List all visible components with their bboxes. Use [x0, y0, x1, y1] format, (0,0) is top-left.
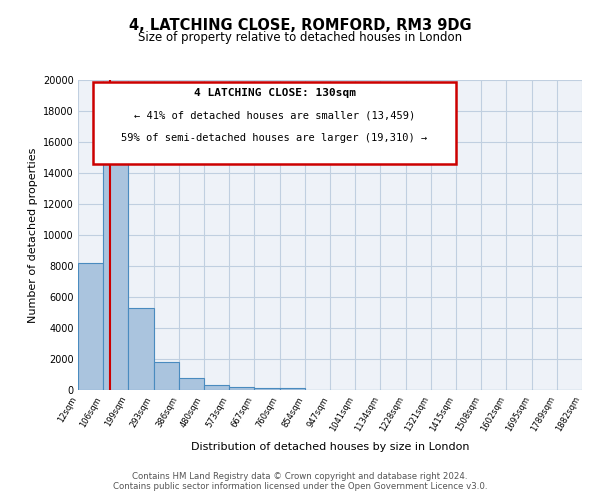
Bar — [229, 387, 254, 390]
FancyBboxPatch shape — [93, 82, 456, 164]
Bar — [103, 134, 128, 390]
Bar — [154, 362, 179, 390]
Bar — [204, 386, 229, 390]
Text: 4, LATCHING CLOSE, ROMFORD, RM3 9DG: 4, LATCHING CLOSE, ROMFORD, RM3 9DG — [128, 18, 472, 32]
Text: Contains public sector information licensed under the Open Government Licence v3: Contains public sector information licen… — [113, 482, 487, 491]
Bar — [254, 388, 280, 390]
Text: ← 41% of detached houses are smaller (13,459): ← 41% of detached houses are smaller (13… — [134, 111, 415, 121]
Text: Contains HM Land Registry data © Crown copyright and database right 2024.: Contains HM Land Registry data © Crown c… — [132, 472, 468, 481]
Text: Size of property relative to detached houses in London: Size of property relative to detached ho… — [138, 32, 462, 44]
X-axis label: Distribution of detached houses by size in London: Distribution of detached houses by size … — [191, 442, 469, 452]
Text: 4 LATCHING CLOSE: 130sqm: 4 LATCHING CLOSE: 130sqm — [194, 88, 356, 98]
Y-axis label: Number of detached properties: Number of detached properties — [28, 148, 38, 322]
Text: 59% of semi-detached houses are larger (19,310) →: 59% of semi-detached houses are larger (… — [121, 132, 428, 142]
Bar — [128, 308, 154, 390]
Bar — [179, 378, 204, 390]
Bar — [280, 388, 305, 390]
Bar — [78, 263, 103, 390]
